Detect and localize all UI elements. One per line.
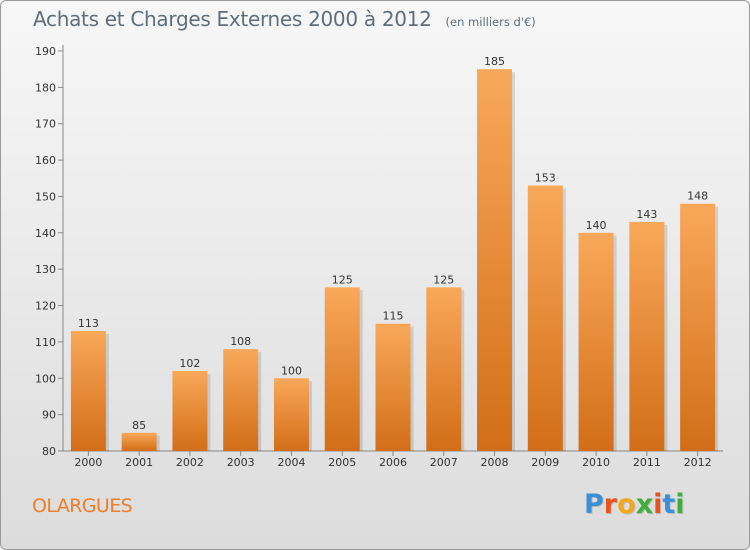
y-tick-label: 140 [35,227,56,240]
bar [70,331,106,451]
logo-letter: x [635,489,654,520]
chart-subtitle: (en milliers d'€) [445,15,536,29]
chart-title: Achats et Charges Externes 2000 à 2012 [33,7,432,31]
bar-value-label: 85 [132,419,146,432]
bar-value-label: 115 [383,310,404,323]
y-tick-label: 100 [35,372,56,385]
x-tick-label: 2010 [582,456,610,469]
bar-value-label: 108 [230,335,251,348]
y-tick-label: 160 [35,154,56,167]
x-tick-label: 2012 [684,456,712,469]
y-tick-label: 170 [35,118,56,131]
bar-value-label: 153 [535,172,556,185]
bar-value-label: 100 [281,364,302,377]
y-tick-label: 120 [35,300,56,313]
location-label: OLARGUES [32,495,133,517]
x-tick-label: 2001 [125,456,153,469]
chart-bars [70,69,719,451]
bar-value-label: 102 [179,357,200,370]
bar [273,378,309,451]
x-tick-label: 2009 [531,456,559,469]
y-tick-label: 180 [35,81,56,94]
proxiti-logo: Proxiti [584,489,685,520]
chart-title-block: Achats et Charges Externes 2000 à 2012 (e… [33,7,536,31]
bar-value-label: 125 [433,273,454,286]
bar [680,203,716,451]
bar [527,185,563,451]
y-tick-label: 130 [35,263,56,276]
bar [172,371,208,451]
bar-value-label: 125 [332,273,353,286]
bar-value-label: 185 [484,55,505,68]
bar [324,287,360,451]
chart-data-labels: 113 85 102 108 100 125 115 125 185 153 140 143 148 [78,55,708,432]
bar [375,323,411,451]
x-tick-label: 2003 [227,456,255,469]
x-tick-label: 2004 [277,456,305,469]
bar [477,69,513,451]
bar [426,287,462,451]
bar [629,221,665,451]
y-tick-label: 110 [35,336,56,349]
x-tick-label: 2006 [379,456,407,469]
bar [578,232,614,451]
y-tick-label: 90 [42,409,56,422]
x-tick-label: 2002 [176,456,204,469]
logo-letter: t [662,489,676,520]
logo-letter: P [584,489,604,520]
x-tick-label: 2007 [430,456,458,469]
bar [223,349,259,451]
x-tick-label: 2005 [328,456,356,469]
bar [121,432,157,451]
logo-letter: i [675,489,685,520]
x-tick-label: 2000 [74,456,102,469]
y-tick-label: 190 [35,45,56,58]
bar-value-label: 143 [636,208,657,221]
logo-letter: r [603,489,618,520]
bar-value-label: 113 [78,317,99,330]
logo-letter: o [617,489,636,520]
x-tick-label: 2008 [481,456,509,469]
chart-axes: 80 90 100 110 120 130 140 150 160 170 180 190 2000 20… [35,45,723,469]
y-tick-label: 150 [35,190,56,203]
x-tick-label: 2011 [633,456,661,469]
bar-value-label: 140 [586,219,607,232]
y-tick-label: 80 [42,445,56,458]
logo-letter: i [653,489,663,520]
bar-value-label: 148 [687,190,708,203]
